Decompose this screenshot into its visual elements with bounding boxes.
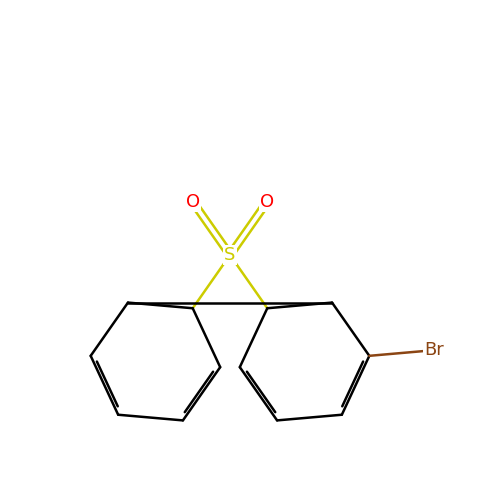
Text: S: S xyxy=(224,246,236,264)
Text: Br: Br xyxy=(424,341,444,359)
Text: O: O xyxy=(260,193,274,211)
Text: O: O xyxy=(186,193,200,211)
